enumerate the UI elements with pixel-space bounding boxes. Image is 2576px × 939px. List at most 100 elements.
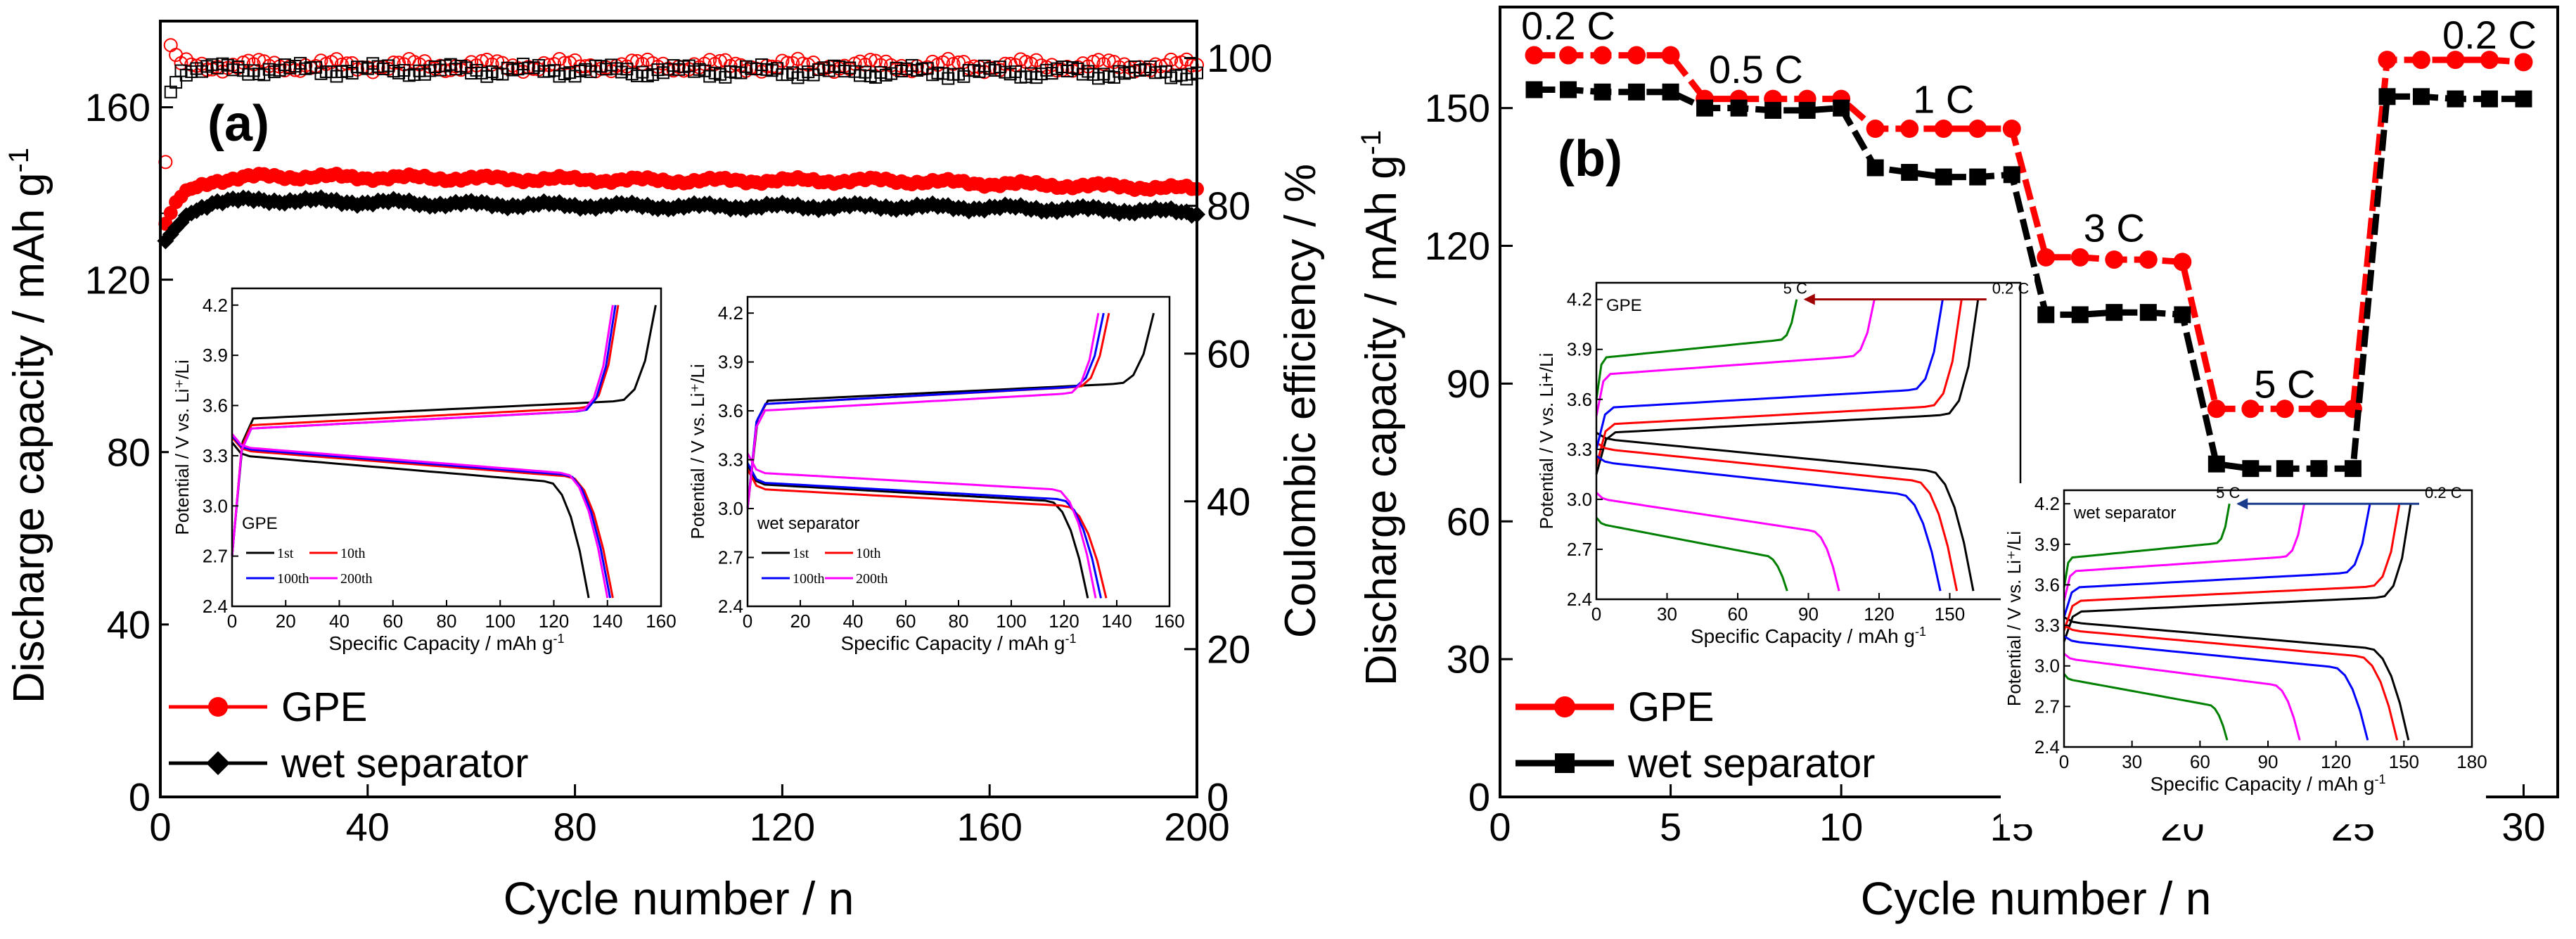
panel-b-point — [1525, 46, 1544, 65]
panel-a-legend: GPE wet separator — [169, 684, 528, 786]
inset-legend-label: 100th — [793, 571, 825, 587]
inset-y-tick-label: 3.3 — [1567, 439, 1592, 460]
inset-x-axis-label-sup: -1 — [1065, 632, 1077, 646]
inset-discharge-curve — [746, 464, 1089, 599]
panel-b-point — [2276, 460, 2293, 478]
inset-x-axis-label-sup: -1 — [1915, 625, 1926, 639]
panel-a-ce-point — [1101, 53, 1116, 68]
inset-y-tick-label: 3.9 — [2034, 534, 2060, 555]
inset-y-tick-label: 3.9 — [1567, 339, 1592, 360]
inset-x-axis-label-sup: -1 — [2375, 772, 2386, 786]
panel-b-point — [2207, 400, 2226, 419]
panel-b-point — [1764, 101, 1782, 119]
panel-b-point — [2174, 306, 2191, 324]
inset-background — [169, 281, 675, 684]
panel-b-point — [2106, 304, 2123, 321]
inset-y-tick-label: 2.4 — [1567, 589, 1592, 610]
inset-x-axis-label: Specific Capacity / mAh g-1 — [2150, 772, 2385, 795]
inset-x-tick-label: 60 — [896, 611, 916, 632]
legend-label: GPE — [1628, 684, 1715, 730]
panel-b-x-tick-label: 10 — [1819, 805, 1863, 849]
inset-legend-label: 200th — [340, 571, 373, 587]
panel-b-x-axis-label: Cycle number / n — [1861, 872, 2212, 924]
panel-b-point — [2514, 53, 2533, 72]
panel-b-point — [1661, 46, 1680, 65]
panel-b-y-tick-label: 120 — [1425, 224, 1490, 268]
inset-y-tick-label: 3.0 — [2034, 656, 2060, 677]
panel-a-y2-tick-label: 40 — [1207, 479, 1250, 523]
panel-b-line — [1534, 52, 2524, 412]
inset-y-tick-label: 3.3 — [718, 449, 743, 471]
panel-b-point — [1866, 120, 1885, 139]
inset-x-tick-label: 150 — [2389, 751, 2419, 772]
panel-b-point — [1969, 168, 1987, 186]
panel-b-point — [2378, 88, 2396, 106]
inset-label: wet separator — [757, 514, 859, 533]
panel-b-point — [2207, 455, 2225, 473]
inset-rate-label: 0.2 C — [1992, 280, 2030, 298]
panel-a-y2-tick-label: 80 — [1207, 184, 1250, 228]
inset-x-tick-label: 120 — [1864, 603, 1894, 625]
inset-x-tick-label: 100 — [485, 611, 515, 632]
panel-b-rate-labels: 0.2 C 0.5 C 1 C 3 C 5 C 0.2 C — [1521, 4, 2537, 406]
inset-discharge-curve — [2063, 624, 2399, 741]
panel-b-point — [2070, 248, 2089, 267]
inset-y-axis-label: Potential / V vs. Li+/Li — [1536, 353, 1557, 530]
inset-y-tick-label: 2.7 — [718, 547, 743, 568]
inset-a1: 0 20 40 60 80 100 120 140 160 2.4 2.7 3.0 3.3 3.6 3.9 4… — [169, 281, 677, 684]
inset-y-tick-label: 4.2 — [203, 295, 228, 316]
panel-a-ce-point — [1029, 53, 1044, 68]
inset-x-tick-label: 0 — [743, 611, 752, 632]
panel-b-point — [2411, 51, 2430, 70]
inset-x-tick-label: 150 — [1935, 603, 1965, 625]
inset-discharge-curve — [1595, 516, 1788, 592]
inset-y-tick-label: 3.0 — [203, 495, 228, 516]
inset-y-tick-label: 2.4 — [718, 596, 743, 617]
panel-b-point — [2515, 90, 2532, 108]
panel-a-y2-tick-label: 60 — [1207, 331, 1250, 376]
inset-y-tick-label: 3.3 — [203, 445, 228, 466]
legend-label: wet separator — [1627, 741, 1875, 786]
inset-x-tick-label: 40 — [329, 611, 350, 632]
panel-b-point — [1560, 81, 1577, 98]
panel-b-point — [2037, 248, 2056, 267]
inset-charge-curve — [1595, 299, 1980, 475]
panel-a-y-tick-label: 40 — [107, 602, 150, 646]
inset-x-tick-label: 120 — [539, 611, 569, 632]
inset-charge-curve — [746, 312, 1155, 509]
inset-discharge-curve — [746, 468, 1108, 599]
panel-b-point — [2173, 253, 2192, 272]
panel-b-point — [2003, 166, 2020, 184]
inset-y-tick-label: 2.4 — [203, 596, 228, 617]
inset-charge-curve — [231, 305, 614, 556]
panel-a-x-tick-label: 160 — [956, 805, 1022, 849]
panel-b-point — [1525, 81, 1543, 98]
inset-charge-curve — [1595, 299, 1963, 466]
inset-y-tick-label: 3.6 — [2034, 574, 2060, 595]
inset-legend-label: 10th — [856, 546, 881, 561]
inset-discharge-curve — [1596, 442, 1959, 592]
inset-y-tick-label: 3.3 — [2034, 615, 2060, 636]
panel-b-point — [1628, 83, 1646, 101]
inset-y-tick-label: 4.2 — [1567, 289, 1592, 310]
rate-label: 0.2 C — [2442, 13, 2537, 57]
inset-y-tick-label: 3.6 — [203, 395, 228, 416]
panel-b-y-tick-label: 60 — [1447, 499, 1490, 544]
inset-rate-label: 0.2 C — [2425, 484, 2462, 502]
inset-charge-curve — [746, 312, 1105, 509]
rate-label: 0.5 C — [1709, 47, 1803, 91]
inset-label: wet separator — [2073, 504, 2176, 523]
inset-y-axis-label: Potential / V vs. Li⁺/Li — [172, 359, 193, 535]
panel-b-point — [1730, 99, 1748, 117]
panel-a-label: (a) — [207, 96, 269, 152]
legend-marker — [206, 751, 230, 775]
panel-b-point — [2378, 51, 2397, 70]
panel-b-point — [2242, 460, 2260, 478]
inset-x-tick-label: 120 — [2321, 751, 2351, 772]
inset-charge-curve — [2063, 503, 2401, 632]
inset-y-tick-label: 2.7 — [203, 546, 228, 567]
panel-b-point — [2480, 51, 2499, 70]
